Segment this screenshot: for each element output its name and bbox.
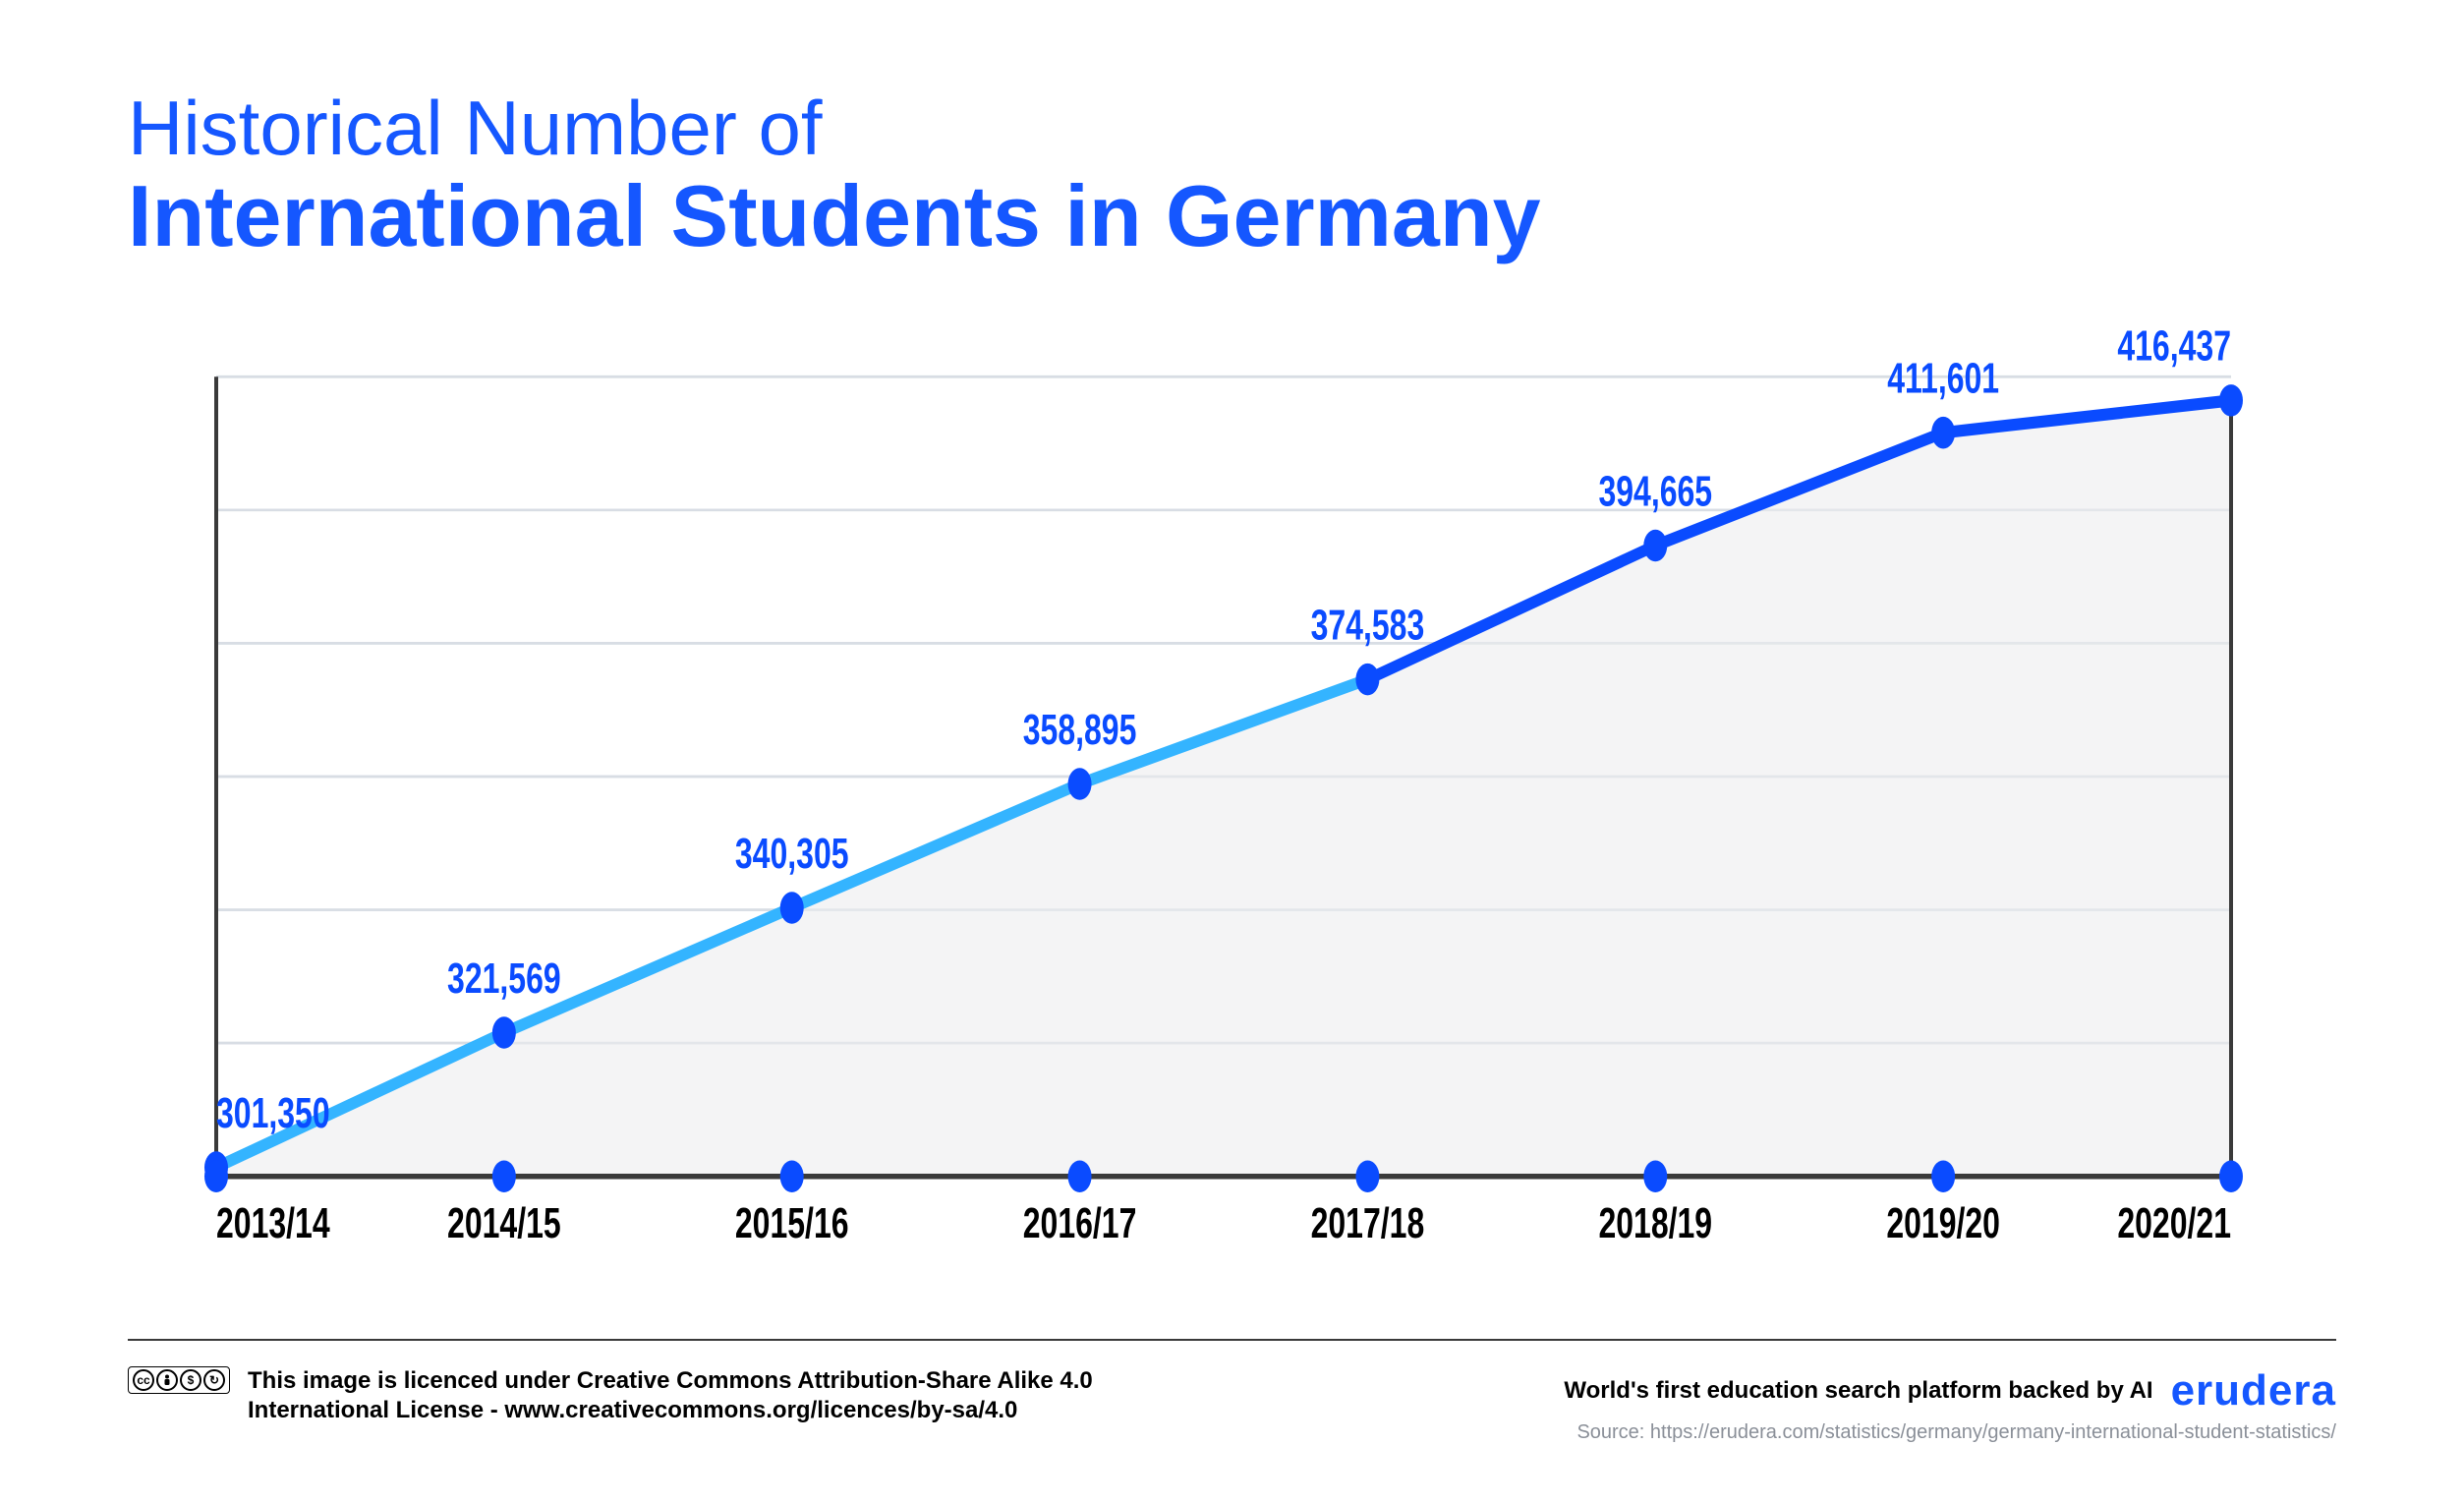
value-label: 416,437 [2117, 323, 2231, 371]
attribution-block: World's first education search platform … [1564, 1366, 2336, 1444]
x-tick-label: 2018/19 [1598, 1199, 1712, 1247]
chart-title: Historical Number of International Stude… [128, 88, 2336, 264]
license-line-1: This image is licenced under Creative Co… [248, 1366, 1093, 1396]
value-label: 374,583 [1311, 601, 1425, 649]
license-text: This image is licenced under Creative Co… [248, 1366, 1093, 1425]
source-line: Source: https://erudera.com/statistics/g… [1564, 1421, 2336, 1444]
data-marker [1355, 664, 1379, 696]
value-label: 321,569 [447, 954, 561, 1003]
baseline-marker [1068, 1160, 1092, 1192]
x-tick-label: 2020/21 [2117, 1199, 2231, 1247]
baseline-marker [204, 1160, 228, 1192]
data-marker [1931, 417, 1955, 449]
value-label: 411,601 [1887, 354, 1999, 402]
sa-icon: ↻ [203, 1369, 225, 1391]
chart-area: 301,350 321,569 340,305 358,895 374,583 394,6… [128, 323, 2336, 1309]
data-marker [2219, 384, 2243, 417]
value-label: 301,350 [216, 1089, 330, 1137]
data-marker [492, 1016, 516, 1049]
x-tick-label: 2015/16 [735, 1199, 849, 1247]
by-icon [156, 1369, 178, 1391]
x-tick-label: 2014/15 [447, 1199, 561, 1247]
cc-badge-icon: cc $ ↻ [128, 1366, 230, 1394]
data-marker [780, 892, 804, 924]
source-prefix: Source: [1576, 1421, 1649, 1443]
source-url: https://erudera.com/statistics/germany/g… [1650, 1421, 2336, 1443]
license-block: cc $ ↻ This image is licenced under Crea… [128, 1366, 1093, 1425]
x-tick-label: 2013/14 [216, 1199, 330, 1247]
data-marker [1068, 768, 1092, 800]
value-label: 340,305 [735, 830, 849, 878]
title-line-1: Historical Number of [128, 88, 2336, 169]
license-line-2: International License - www.creativecomm… [248, 1396, 1093, 1425]
cc-icon: cc [133, 1369, 154, 1391]
x-tick-label: 2016/17 [1023, 1199, 1137, 1247]
line-chart: 301,350 321,569 340,305 358,895 374,583 394,6… [128, 323, 2336, 1309]
baseline-marker [2219, 1160, 2243, 1192]
data-marker [1643, 529, 1667, 561]
x-tick-label: 2017/18 [1311, 1199, 1425, 1247]
baseline-marker [1931, 1160, 1955, 1192]
x-tick-label: 2019/20 [1886, 1199, 2000, 1247]
tagline: World's first education search platform … [1564, 1377, 2152, 1405]
footer: cc $ ↻ This image is licenced under Crea… [128, 1339, 2336, 1444]
brand-logo: erudera [2171, 1366, 2336, 1416]
title-line-2: International Students in Germany [128, 169, 2336, 264]
baseline-marker [1643, 1160, 1667, 1192]
baseline-marker [492, 1160, 516, 1192]
value-label: 358,895 [1023, 706, 1137, 754]
baseline-marker [1355, 1160, 1379, 1192]
nc-icon: $ [180, 1369, 201, 1391]
value-label: 394,665 [1598, 467, 1712, 515]
baseline-marker [780, 1160, 804, 1192]
